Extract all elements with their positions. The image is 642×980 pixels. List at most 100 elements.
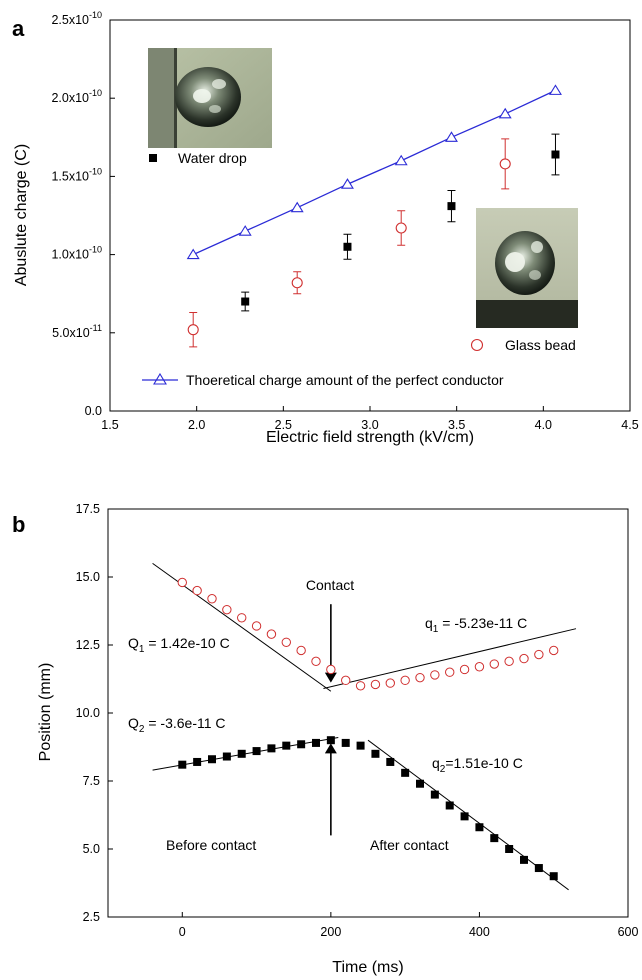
q2-annotation: q2=1.51e-10 C xyxy=(432,755,523,775)
theory-point xyxy=(394,154,408,166)
glass-bead-position-point xyxy=(385,678,395,688)
fit-line xyxy=(323,628,577,690)
panel-a-y-axis-title: Abuslute charge (C) xyxy=(13,144,30,286)
glass-bead-label: Glass bead xyxy=(505,337,576,353)
water-drop-position-point xyxy=(386,757,395,766)
theory-point xyxy=(238,225,252,236)
panel-a-series xyxy=(186,84,562,348)
panel-b-x-tick-label: 400 xyxy=(469,925,490,939)
water-drop-position-point xyxy=(505,845,514,853)
glass-bead-position-point xyxy=(355,681,366,691)
panel-b-letter: b xyxy=(12,512,25,537)
theory-point xyxy=(186,248,200,260)
glass-bead-point xyxy=(291,277,303,289)
water-drop-position-point xyxy=(416,779,424,788)
theory-point xyxy=(498,107,512,119)
panel-b-x-tick-label: 600 xyxy=(618,925,639,939)
glass-bead-errorbar xyxy=(397,210,406,246)
panel-b-y-tick-label: 7.5 xyxy=(83,774,100,788)
glass-bead-position-point xyxy=(549,645,559,656)
panel-a-y-tick-label: 5.0x10-11 xyxy=(52,323,102,340)
water-drop-position-point xyxy=(520,855,528,864)
water-drop-label: Water drop xyxy=(178,150,247,166)
glass-bead-position-point xyxy=(519,653,529,664)
water-drop-position-point xyxy=(252,747,261,756)
Q1-annotation: Q1 = 1.42e-10 C xyxy=(128,635,230,655)
panel-a-x-tick-label: 4.0 xyxy=(535,418,552,432)
theory-point xyxy=(444,131,458,142)
glass-bead-position-point xyxy=(370,679,381,690)
panel-b-y-tick-label: 12.5 xyxy=(76,638,100,652)
theory-label: Thoeretical charge amount of the perfect… xyxy=(186,372,504,388)
panel-b-plot-frame xyxy=(107,508,629,918)
water-drop-position-point xyxy=(534,864,543,873)
glass-bead-errorbar xyxy=(293,271,302,295)
water-drop-position-point xyxy=(371,749,380,758)
Q2-annotation: Q2 = -3.6e-11 C xyxy=(128,715,226,735)
water-drop-position-point xyxy=(267,744,276,753)
glass-bead-position-point xyxy=(192,585,202,596)
glass-bead-position-point xyxy=(177,577,187,588)
water-drop-position-point xyxy=(549,872,558,881)
water-drop-photo xyxy=(148,48,272,148)
theory-point xyxy=(548,84,562,95)
glass-bead-position-point xyxy=(445,667,455,677)
water-drop-position-point xyxy=(401,768,410,777)
panel-a-letter: a xyxy=(12,16,25,41)
glass-bead-errorbar xyxy=(501,138,510,190)
water-drop-point xyxy=(447,202,456,211)
panel-a-x-axis: 1.5 2.0 2.5 3.0 3.5 4.0 4.5 xyxy=(101,406,639,432)
water-drop-position-point xyxy=(341,738,350,747)
water-drop-point xyxy=(241,297,250,306)
glass-bead-position-point xyxy=(296,645,306,656)
before-contact-label: Before contact xyxy=(166,837,256,853)
panel-a-y-axis: 0.0 5.0x10-11 1.0x10-10 1.5x10-10 2.0x10-10 2… xyxy=(51,10,115,418)
panel-a-y-tick-label: 2.0x10-10 xyxy=(51,88,102,105)
panel-a-y-tick-label: 1.5x10-10 xyxy=(51,166,102,183)
glass-bead-position-point xyxy=(207,594,217,604)
theory-line xyxy=(192,89,556,256)
panel-b: 0 200 400 600 2.5 5.0 7.5 10.0 12.5 15.0 17.5 Tim… xyxy=(37,502,638,976)
water-drop-point xyxy=(551,150,560,159)
panel-a-x-tick-label: 2.0 xyxy=(188,418,205,432)
panel-b-y-axis-title: Position (mm) xyxy=(37,663,54,762)
water-drop-position-point xyxy=(297,740,306,749)
panel-b-series xyxy=(177,577,559,881)
panel-a-y-tick-label: 2.5x10-10 xyxy=(51,10,102,27)
glass-bead-position-point xyxy=(311,656,321,667)
theory-legend-marker xyxy=(153,372,167,385)
panel-a-x-tick-label: 1.5 xyxy=(101,418,118,432)
water-drop-position-point xyxy=(356,741,365,750)
panel-b-x-axis-title: Time (ms) xyxy=(332,959,403,976)
water-drop-legend-marker xyxy=(149,154,157,162)
after-contact-label: After contact xyxy=(370,837,449,853)
water-drop-position-point xyxy=(237,749,246,758)
glass-bead-position-point xyxy=(237,613,247,623)
panel-b-y-tick-label: 17.5 xyxy=(76,502,100,516)
glass-bead-errorbar xyxy=(189,311,198,348)
glass-bead-position-point xyxy=(281,637,291,647)
water-drop-position-point xyxy=(460,812,469,821)
water-drop-position-point xyxy=(475,823,484,832)
glass-bead-point xyxy=(499,158,511,170)
panel-a-x-tick-label: 3.5 xyxy=(448,418,465,432)
panel-a-y-tick-label: 0.0 xyxy=(85,404,102,418)
glass-bead-position-point xyxy=(251,621,262,631)
glass-bead-position-point xyxy=(400,675,410,686)
panel-a-x-tick-label: 2.5 xyxy=(275,418,292,432)
panel-a-x-tick-label: 3.0 xyxy=(361,418,378,432)
panel-a-x-axis-title: Electric field strength (kV/cm) xyxy=(266,429,474,446)
contact-label: Contact xyxy=(306,577,354,593)
glass-bead-point xyxy=(187,324,199,336)
panel-b-y-axis: 2.5 5.0 7.5 10.0 12.5 15.0 17.5 xyxy=(76,502,113,924)
panel-b-x-tick-label: 0 xyxy=(179,925,186,939)
water-drop-position-point xyxy=(222,752,231,761)
glass-bead-position-point xyxy=(430,670,440,680)
theory-point xyxy=(290,201,304,213)
glass-bead-position-point xyxy=(489,659,499,669)
glass-bead-position-point xyxy=(415,672,425,683)
panel-a-y-tick-label: 1.0x10-10 xyxy=(51,245,102,262)
glass-bead-position-point xyxy=(266,629,277,639)
water-drop-position-point xyxy=(490,834,499,843)
